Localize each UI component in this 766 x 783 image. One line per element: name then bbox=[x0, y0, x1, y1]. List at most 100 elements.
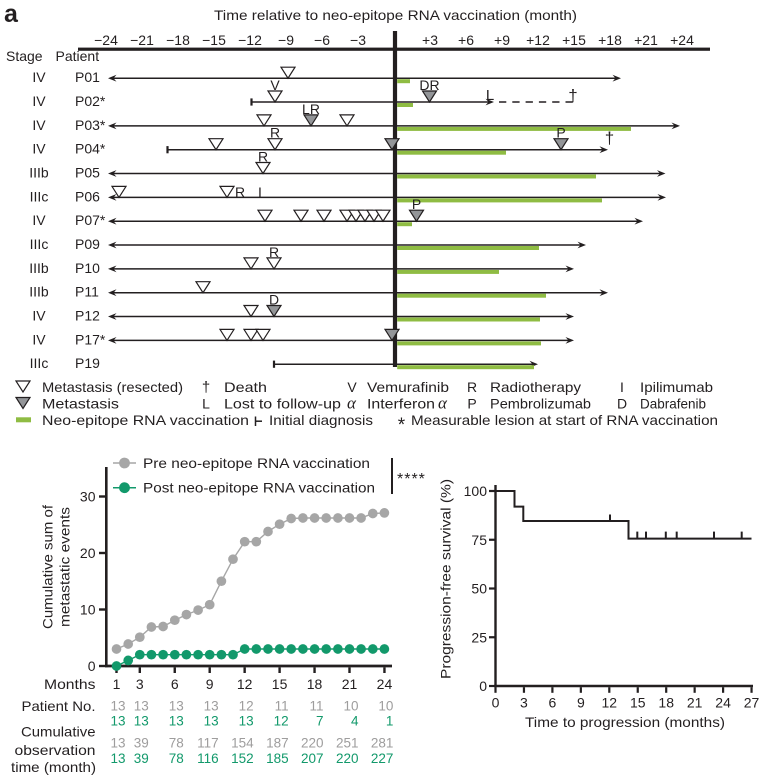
svg-text:time (month): time (month) bbox=[11, 759, 96, 775]
svg-text:IIIc: IIIc bbox=[30, 236, 49, 252]
svg-text:12: 12 bbox=[274, 714, 289, 729]
svg-text:20: 20 bbox=[80, 545, 96, 561]
svg-text:IIIc: IIIc bbox=[30, 355, 49, 371]
svg-text:7: 7 bbox=[316, 714, 324, 729]
svg-text:13: 13 bbox=[110, 699, 125, 714]
svg-text:Vemurafinib: Vemurafinib bbox=[367, 379, 449, 395]
svg-text:12: 12 bbox=[602, 695, 618, 711]
svg-text:116: 116 bbox=[197, 751, 219, 766]
svg-text:12: 12 bbox=[239, 699, 254, 714]
svg-text:78: 78 bbox=[169, 736, 184, 751]
svg-text:6: 6 bbox=[549, 695, 557, 711]
svg-text:−9: −9 bbox=[278, 32, 294, 48]
svg-text:13: 13 bbox=[204, 714, 219, 729]
svg-text:P05: P05 bbox=[75, 165, 100, 181]
svg-text:D: D bbox=[269, 292, 279, 308]
svg-text:R: R bbox=[270, 125, 280, 141]
svg-text:18: 18 bbox=[658, 695, 674, 711]
svg-text:25: 25 bbox=[471, 629, 487, 645]
svg-text:13: 13 bbox=[110, 736, 125, 751]
svg-text:IV: IV bbox=[32, 141, 46, 157]
svg-text:1: 1 bbox=[113, 676, 121, 692]
svg-text:Pre neo-epitope RNA vaccinatio: Pre neo-epitope RNA vaccination bbox=[143, 455, 370, 471]
svg-text:P11: P11 bbox=[75, 284, 99, 300]
svg-text:13: 13 bbox=[169, 699, 184, 714]
svg-text:10: 10 bbox=[80, 601, 96, 617]
svg-text:L: L bbox=[202, 396, 210, 412]
svg-text:†: † bbox=[202, 379, 210, 396]
svg-text:+21: +21 bbox=[634, 32, 658, 48]
svg-text:Time to progression (months): Time to progression (months) bbox=[525, 714, 725, 730]
svg-text:3: 3 bbox=[136, 676, 144, 692]
svg-text:Metastasis: Metastasis bbox=[42, 396, 119, 412]
svg-text:75: 75 bbox=[471, 532, 487, 548]
svg-text:Death: Death bbox=[224, 379, 267, 395]
svg-text:R: R bbox=[467, 379, 477, 395]
svg-text:****: **** bbox=[397, 471, 426, 488]
svg-text:IV: IV bbox=[32, 308, 46, 324]
svg-text:Patient No.: Patient No. bbox=[22, 698, 96, 714]
svg-text:11: 11 bbox=[275, 699, 289, 714]
svg-text:+9: +9 bbox=[494, 32, 510, 48]
svg-text:P07*: P07* bbox=[75, 212, 106, 228]
svg-text:13: 13 bbox=[134, 714, 149, 729]
svg-text:+6: +6 bbox=[458, 32, 474, 48]
svg-text:187: 187 bbox=[266, 736, 289, 751]
svg-text:IV: IV bbox=[32, 212, 46, 228]
svg-text:13: 13 bbox=[110, 714, 125, 729]
svg-text:152: 152 bbox=[231, 751, 254, 766]
svg-text:†: † bbox=[568, 86, 577, 105]
svg-text:Ipilimumab: Ipilimumab bbox=[640, 379, 713, 395]
svg-text:DR: DR bbox=[419, 77, 439, 93]
svg-text:6: 6 bbox=[171, 676, 179, 692]
svg-text:observation: observation bbox=[15, 742, 96, 758]
svg-text:P: P bbox=[467, 396, 476, 412]
svg-text:154: 154 bbox=[231, 736, 254, 751]
svg-text:Progression-free survival (%): Progression-free survival (%) bbox=[438, 479, 454, 679]
svg-text:Initial diagnosis: Initial diagnosis bbox=[269, 412, 373, 428]
svg-text:Stage: Stage bbox=[6, 48, 43, 64]
svg-text:Dabrafenib: Dabrafenib bbox=[640, 396, 706, 412]
svg-text:metastatic events: metastatic events bbox=[57, 507, 73, 627]
svg-text:Interferon: Interferon bbox=[367, 396, 435, 412]
svg-text:Neo-epitope RNA vaccination: Neo-epitope RNA vaccination bbox=[42, 412, 249, 428]
svg-text:L: L bbox=[486, 87, 494, 104]
svg-text:−21: −21 bbox=[130, 32, 154, 48]
svg-text:0: 0 bbox=[88, 658, 96, 674]
svg-text:P10: P10 bbox=[75, 260, 100, 276]
svg-text:Time relative to neo-epitope R: Time relative to neo-epitope RNA vaccina… bbox=[214, 7, 577, 23]
svg-text:Patient: Patient bbox=[56, 48, 100, 64]
svg-text:0: 0 bbox=[479, 678, 487, 694]
svg-text:39: 39 bbox=[134, 751, 149, 766]
svg-text:24: 24 bbox=[715, 695, 731, 711]
svg-text:IV: IV bbox=[32, 117, 46, 133]
svg-text:39: 39 bbox=[134, 736, 149, 751]
svg-text:227: 227 bbox=[371, 751, 394, 766]
svg-text:P06: P06 bbox=[75, 188, 100, 204]
svg-text:LR: LR bbox=[302, 101, 320, 117]
svg-text:R: R bbox=[258, 149, 268, 165]
svg-text:P17*: P17* bbox=[75, 331, 106, 347]
svg-text:30: 30 bbox=[80, 488, 96, 504]
svg-text:13: 13 bbox=[239, 714, 254, 729]
svg-text:281: 281 bbox=[371, 736, 394, 751]
svg-text:IIIb: IIIb bbox=[29, 260, 49, 276]
svg-text:I: I bbox=[258, 184, 262, 200]
svg-text:Radiotherapy: Radiotherapy bbox=[490, 379, 581, 395]
svg-text:9: 9 bbox=[206, 676, 214, 692]
svg-text:100: 100 bbox=[464, 483, 488, 499]
svg-text:IV: IV bbox=[32, 331, 46, 347]
svg-text:11: 11 bbox=[310, 699, 324, 714]
svg-text:α: α bbox=[438, 394, 448, 413]
svg-text:9: 9 bbox=[577, 695, 585, 711]
svg-text:R: R bbox=[235, 184, 245, 200]
svg-text:13: 13 bbox=[134, 699, 149, 714]
svg-text:10: 10 bbox=[343, 699, 358, 714]
svg-text:+3: +3 bbox=[422, 32, 438, 48]
svg-text:−24: −24 bbox=[94, 32, 118, 48]
svg-text:24: 24 bbox=[377, 676, 393, 692]
svg-text:+12: +12 bbox=[526, 32, 550, 48]
svg-text:Months: Months bbox=[44, 676, 96, 692]
svg-text:21: 21 bbox=[687, 695, 703, 711]
svg-text:207: 207 bbox=[301, 751, 324, 766]
